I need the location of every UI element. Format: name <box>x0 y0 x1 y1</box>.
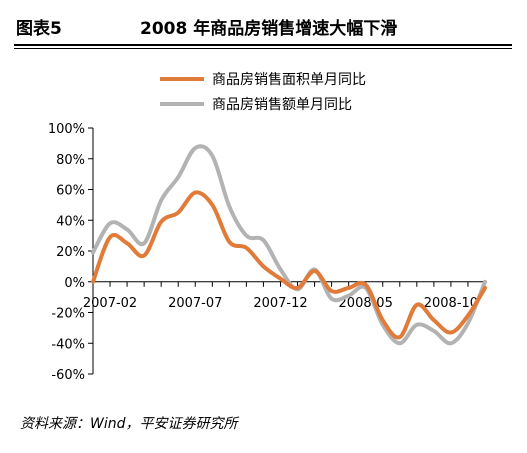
legend-label-sales: 商品房销售额单月同比 <box>212 97 352 113</box>
y-tick-label: 100% <box>48 122 85 137</box>
y-tick-label: 20% <box>56 245 85 260</box>
source-note: 资料来源：Wind，平安证券研究所 <box>20 416 238 432</box>
y-tick-label: -40% <box>51 337 85 352</box>
x-tick-label: 2007-07 <box>168 296 222 311</box>
legend-label-area: 商品房销售面积单月同比 <box>212 72 366 88</box>
x-tick-label: 2007-12 <box>253 296 307 311</box>
x-tick-label: 2007-02 <box>83 296 137 311</box>
y-tick-label: -60% <box>51 368 85 383</box>
y-tick-label: -20% <box>51 307 85 322</box>
y-tick-label: 0% <box>64 276 85 291</box>
series-group <box>91 144 487 346</box>
figure-label: 图表5 <box>16 19 62 39</box>
legend: 商品房销售面积单月同比 商品房销售额单月同比 <box>160 72 366 113</box>
figure-title: 2008 年商品房销售增速大幅下滑 <box>140 19 398 39</box>
x-tick-label: 2008-10 <box>424 296 478 311</box>
y-tick-label: 40% <box>56 214 85 229</box>
header-rule-bottom <box>14 48 512 49</box>
y-axis: 100% 80% 60% 40% 20% 0% -20% -40% -60% <box>48 122 94 383</box>
series-line-sales <box>91 144 487 346</box>
series-line-area <box>91 190 487 340</box>
x-tick-label: 2008-05 <box>339 296 393 311</box>
y-tick-label: 80% <box>56 153 85 168</box>
header-rule-top <box>14 44 512 46</box>
y-tick-label: 60% <box>56 184 85 199</box>
